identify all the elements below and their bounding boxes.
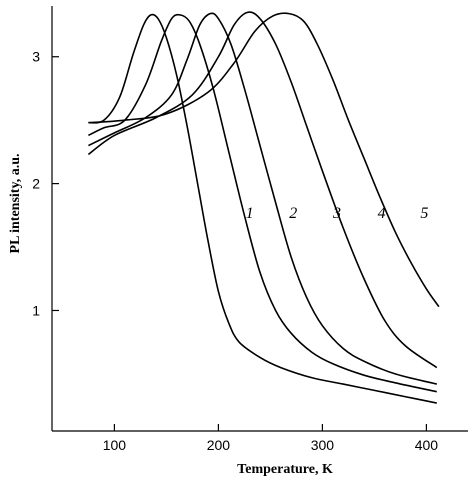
curve-labels: 1 2 3 4 5 bbox=[246, 205, 429, 222]
curve-3 bbox=[88, 12, 437, 385]
curve-4 bbox=[87, 11, 438, 369]
curve-label-3: 3 bbox=[332, 205, 341, 222]
y-tick-label: 2 bbox=[32, 176, 40, 192]
x-axis-title: Temperature, K bbox=[237, 462, 333, 477]
curve-1 bbox=[88, 13, 437, 404]
y-tick-label: 1 bbox=[32, 302, 40, 318]
x-tick-label: 300 bbox=[311, 437, 335, 453]
curve-5 bbox=[88, 12, 440, 308]
curve-label-4: 4 bbox=[378, 205, 386, 222]
curve-2 bbox=[88, 13, 437, 393]
curves bbox=[87, 11, 440, 404]
curve-label-1: 1 bbox=[246, 205, 254, 222]
x-tick-label: 200 bbox=[207, 437, 231, 453]
x-tick-label: 400 bbox=[415, 437, 439, 453]
curve-label-2: 2 bbox=[289, 205, 297, 222]
x-tick-label: 100 bbox=[103, 437, 127, 453]
y-tick-label: 3 bbox=[32, 49, 40, 65]
curve-label-5: 5 bbox=[420, 205, 428, 222]
ticks: 100 200 300 400 1 2 3 bbox=[32, 49, 438, 453]
y-axis-title: PL intensity, a.u. bbox=[8, 154, 23, 254]
axes bbox=[51, 6, 468, 432]
